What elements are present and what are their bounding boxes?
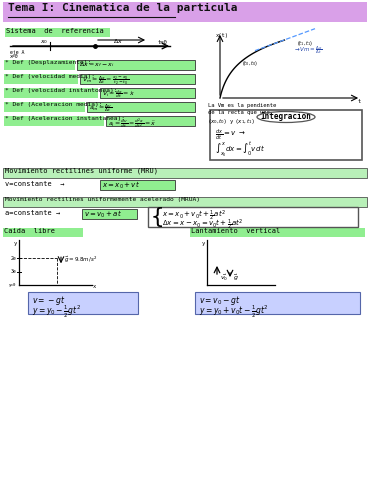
Text: y: y — [202, 241, 205, 246]
FancyBboxPatch shape — [148, 207, 358, 227]
Text: * Def (Aceleracion instantanea):: * Def (Aceleracion instantanea): — [5, 116, 125, 121]
Text: x=0: x=0 — [10, 54, 19, 59]
Text: $\vec{g}$: $\vec{g}$ — [233, 273, 239, 283]
Text: $y = y_0 + v_0t - \frac{1}{2}gt^2$: $y = y_0 + v_0t - \frac{1}{2}gt^2$ — [199, 304, 269, 320]
Text: $y = y_0 - \frac{1}{2}gt^2$: $y = y_0 - \frac{1}{2}gt^2$ — [32, 304, 81, 320]
Text: de la recta que une: de la recta que une — [208, 110, 270, 115]
Text: Tema I: Cinematica de la particula: Tema I: Cinematica de la particula — [8, 3, 237, 13]
Text: eje A: eje A — [10, 50, 24, 55]
Text: $(t_1,t_1)$: $(t_1,t_1)$ — [297, 39, 313, 48]
FancyBboxPatch shape — [106, 116, 195, 126]
Text: t=0: t=0 — [158, 40, 168, 45]
Text: Sistema  de  referencia: Sistema de referencia — [6, 28, 104, 34]
FancyBboxPatch shape — [3, 197, 367, 207]
Text: La Vm es la pendiente: La Vm es la pendiente — [208, 103, 276, 108]
FancyBboxPatch shape — [4, 116, 104, 126]
Text: * Def (velocidad instantonea):: * Def (velocidad instantonea): — [5, 88, 118, 93]
Text: y=0: y=0 — [9, 283, 16, 287]
Text: 2e: 2e — [10, 256, 16, 261]
Text: $\Delta x$: $\Delta x$ — [113, 37, 123, 45]
Text: Caida  libre: Caida libre — [4, 228, 55, 234]
FancyBboxPatch shape — [81, 74, 195, 84]
FancyBboxPatch shape — [210, 110, 362, 160]
FancyBboxPatch shape — [3, 168, 367, 178]
FancyBboxPatch shape — [195, 292, 360, 314]
Text: * Def (Aceleracion media):: * Def (Aceleracion media): — [5, 102, 102, 107]
FancyBboxPatch shape — [4, 60, 75, 70]
Text: $a_i=\frac{dv}{dt}=\frac{d^2x}{dt^2}=\ddot{x}$: $a_i=\frac{dv}{dt}=\frac{d^2x}{dt^2}=\dd… — [108, 116, 157, 131]
Text: $(t_0,t_0)$: $(t_0,t_0)$ — [242, 59, 258, 68]
Text: $(x_0,t_0)$ y $(x_1,t_1)$: $(x_0,t_0)$ y $(x_1,t_1)$ — [208, 117, 255, 126]
Text: $\rightarrow Vm=\frac{\Delta x}{\Delta t}$: $\rightarrow Vm=\frac{\Delta x}{\Delta t… — [293, 44, 323, 56]
Text: $v = -gt$: $v = -gt$ — [32, 294, 65, 307]
Text: $a_m = \frac{\Delta v}{\Delta t}$: $a_m = \frac{\Delta v}{\Delta t}$ — [89, 102, 112, 114]
FancyBboxPatch shape — [4, 74, 78, 84]
Text: $x = x_0 + vt$: $x = x_0 + vt$ — [102, 180, 140, 191]
Text: $v=v_0+at$: $v=v_0+at$ — [84, 209, 122, 220]
Text: $\Delta x=x-x_0 = v_0t + \frac{1}{2}at^2$: $\Delta x=x-x_0 = v_0t + \frac{1}{2}at^2… — [162, 218, 243, 232]
Text: 3e: 3e — [10, 269, 16, 274]
Text: $\frac{dx}{dt}=v\ \rightarrow$: $\frac{dx}{dt}=v\ \rightarrow$ — [215, 127, 246, 142]
Text: Integracion: Integracion — [260, 112, 311, 121]
FancyBboxPatch shape — [5, 28, 110, 37]
FancyBboxPatch shape — [3, 2, 367, 22]
FancyBboxPatch shape — [82, 209, 137, 219]
Text: $V_i = \frac{dx}{dt} = \dot{x}$: $V_i = \frac{dx}{dt} = \dot{x}$ — [102, 88, 134, 100]
Text: t: t — [357, 99, 361, 104]
FancyBboxPatch shape — [87, 102, 195, 112]
FancyBboxPatch shape — [28, 292, 138, 314]
Text: $x=x_0+v_0t + \frac{1}{2}at^2$: $x=x_0+v_0t + \frac{1}{2}at^2$ — [162, 209, 226, 223]
Text: $V_m = \frac{\Delta x}{\Delta t} = \frac{x_2-x_0}{t_2-t_0}$: $V_m = \frac{\Delta x}{\Delta t} = \frac… — [82, 74, 129, 86]
FancyBboxPatch shape — [190, 228, 365, 237]
Text: * Def (Desplazamiento):: * Def (Desplazamiento): — [5, 60, 91, 65]
Text: a=constante →: a=constante → — [5, 210, 60, 216]
Text: y: y — [14, 241, 17, 246]
Text: $x_0$: $x_0$ — [40, 38, 48, 46]
Text: Movimiento rectilines uniforme (MRU): Movimiento rectilines uniforme (MRU) — [5, 168, 158, 175]
Text: x(t): x(t) — [216, 33, 229, 38]
Text: $\Delta x = x_f - x_i$: $\Delta x = x_f - x_i$ — [79, 60, 115, 69]
FancyBboxPatch shape — [99, 88, 195, 98]
FancyBboxPatch shape — [3, 228, 83, 237]
FancyBboxPatch shape — [77, 60, 195, 70]
Text: Lantamiento  vertical: Lantamiento vertical — [191, 228, 280, 234]
Text: $\int_{x_0}^{x}dx = \int_0^t v\,dt$: $\int_{x_0}^{x}dx = \int_0^t v\,dt$ — [215, 140, 265, 159]
Text: x: x — [93, 284, 96, 289]
FancyBboxPatch shape — [4, 88, 98, 98]
Text: * Def (velocidad media):: * Def (velocidad media): — [5, 74, 95, 79]
Text: {: { — [151, 207, 164, 227]
Text: v=constante  →: v=constante → — [5, 181, 65, 187]
Text: Movimiento rectilines uniformemente acelerado (MRUA): Movimiento rectilines uniformemente acel… — [5, 197, 200, 202]
Text: $\vec{g}=9.8m/s^2$: $\vec{g}=9.8m/s^2$ — [64, 255, 97, 265]
Text: $v = v_0 - gt$: $v = v_0 - gt$ — [199, 294, 240, 307]
FancyBboxPatch shape — [4, 102, 85, 112]
Text: $\vec{v_0}$: $\vec{v_0}$ — [220, 273, 228, 283]
FancyBboxPatch shape — [100, 180, 175, 190]
